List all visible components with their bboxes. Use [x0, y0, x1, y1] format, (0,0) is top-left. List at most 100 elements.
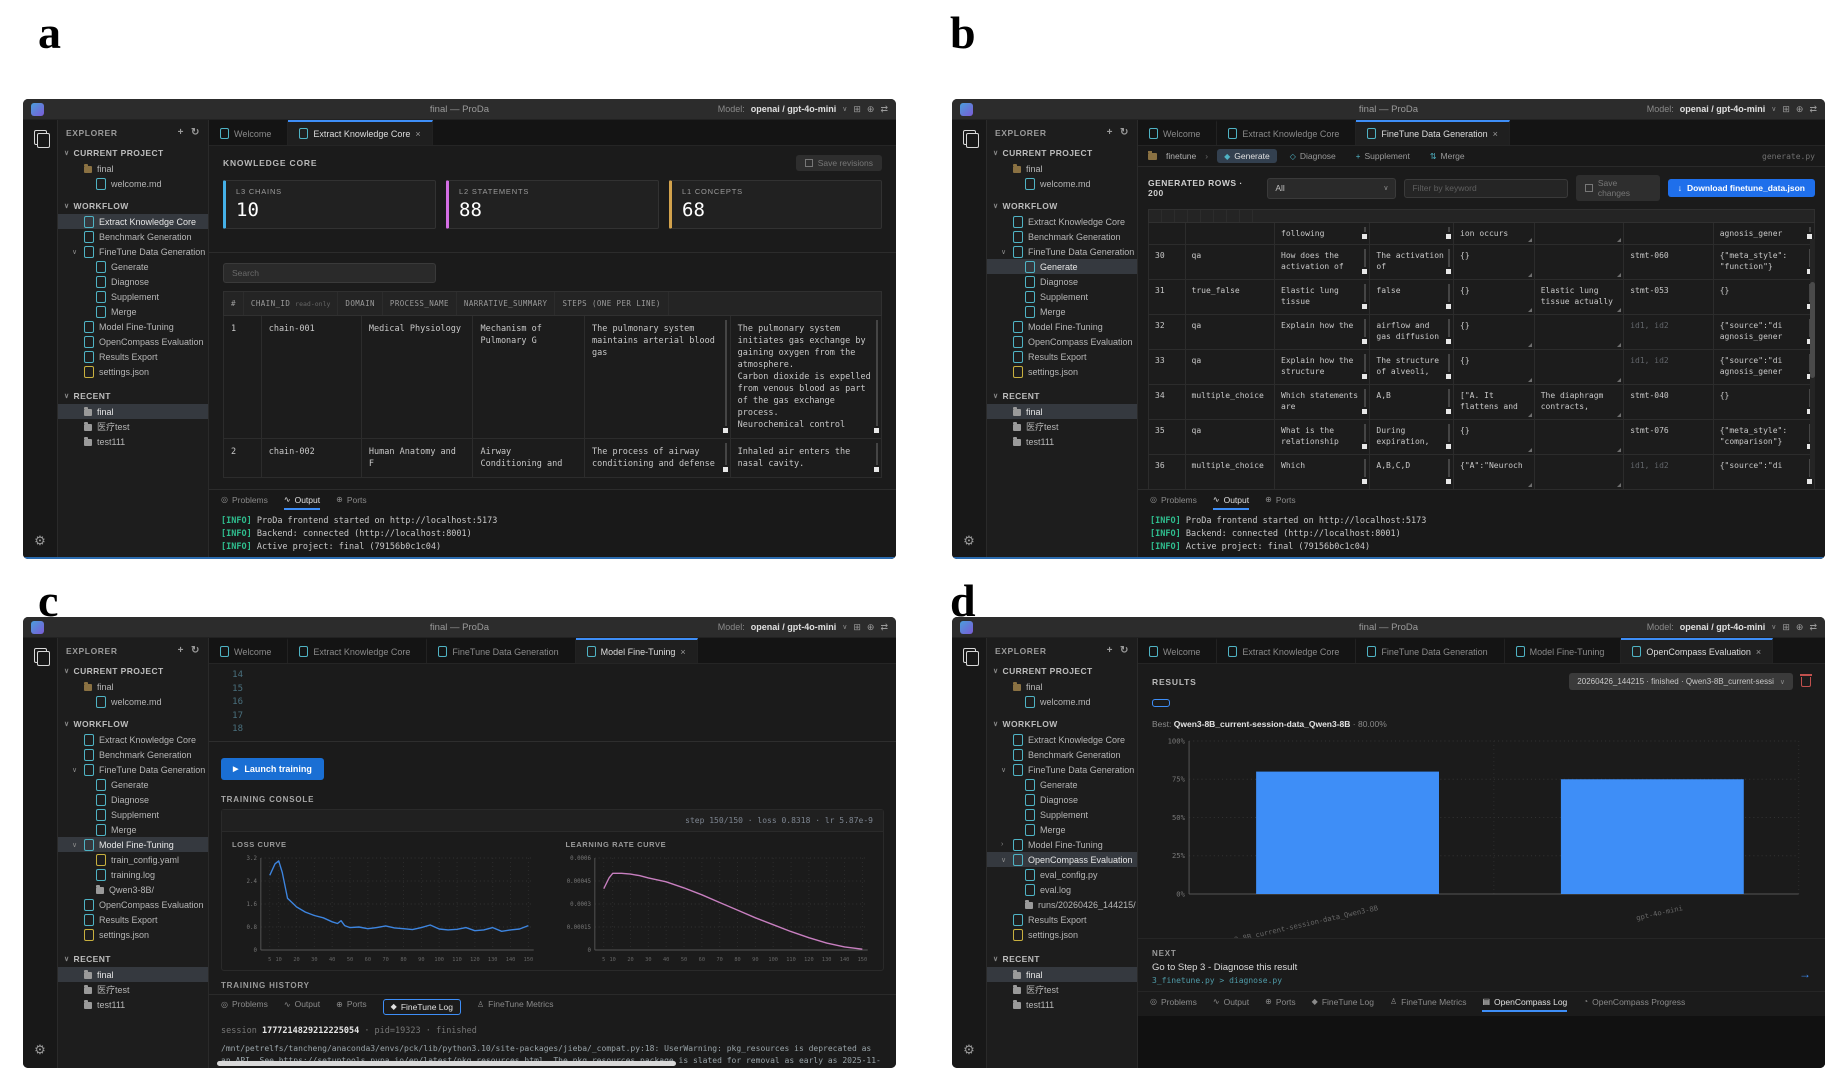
vertical-scrollbar[interactable] [1810, 239, 1815, 479]
type-filter-select[interactable]: All ∨ [1267, 177, 1397, 199]
sidebar-item[interactable]: Merge [58, 304, 208, 319]
cell-scroll-handle[interactable] [1446, 444, 1452, 449]
close-icon[interactable]: × [680, 646, 686, 657]
cell-scrollbar[interactable] [1364, 389, 1367, 407]
console-tab[interactable]: ◆ FineTune Log [1311, 996, 1374, 1007]
editor-tab[interactable]: Welcome [209, 638, 289, 663]
section-recent[interactable]: ∨ RECENT [993, 954, 1040, 964]
sidebar-item[interactable]: ∨ FineTune Data Generation [1001, 245, 1135, 258]
cell-scroll-handle[interactable] [1807, 409, 1812, 414]
sidebar-item[interactable]: final [58, 679, 208, 694]
sidebar-item[interactable]: test111 [987, 434, 1137, 449]
cell-scroll-handle[interactable] [1807, 269, 1812, 274]
editor-tab[interactable]: FineTune Data Generation [427, 638, 576, 663]
cell-scrollbar[interactable] [875, 443, 878, 465]
horizontal-scrollbar[interactable] [217, 1061, 676, 1066]
cell-scrollbar[interactable] [1448, 319, 1451, 337]
cell-scrollbar[interactable] [1448, 459, 1451, 477]
next-step-text[interactable]: Go to Step 3 - Diagnose this result [1152, 962, 1298, 973]
cell-scroll-handle[interactable] [1446, 479, 1452, 484]
section-recent[interactable]: ∨ RECENT [64, 391, 111, 401]
sidebar-item[interactable]: Extract Knowledge Core [987, 214, 1137, 229]
sidebar-item[interactable]: train_config.yaml [58, 852, 208, 867]
sidebar-item[interactable]: Results Export [58, 912, 208, 927]
cell-scroll-handle[interactable] [722, 467, 728, 472]
sidebar-item[interactable]: 医疗test [58, 419, 208, 434]
cell-scroll-handle[interactable] [1446, 339, 1452, 344]
add-icon[interactable]: ⊕ [866, 103, 875, 114]
sidebar-item[interactable]: Generate [987, 259, 1137, 274]
sidebar-item[interactable]: final [58, 967, 208, 982]
sidebar-item[interactable]: OpenCompass Evaluation [58, 334, 208, 349]
cell-scroll-handle[interactable] [1446, 374, 1452, 379]
cell-scrollbar[interactable] [1364, 284, 1367, 302]
close-icon[interactable]: × [1492, 128, 1498, 139]
console-tab[interactable]: ∿ Output [1212, 996, 1250, 1007]
console-tab[interactable]: ⊕ Ports [336, 494, 367, 505]
console-tab[interactable]: ⊕ Ports [1265, 996, 1296, 1007]
new-file-icon[interactable]: + [1106, 127, 1114, 138]
gear-icon[interactable]: ⚙ [963, 1042, 975, 1057]
files-icon[interactable] [962, 648, 979, 666]
go-to-diagnose-icon[interactable]: → [1799, 966, 1811, 981]
editor-tab[interactable]: Extract Knowledge Core × [288, 120, 433, 145]
sidebar-item[interactable]: Benchmark Generation [58, 747, 208, 762]
console-tab[interactable]: ◎ Problems [221, 494, 268, 505]
section-current-project[interactable]: ∨ CURRENT PROJECT [64, 666, 164, 676]
sidebar-item[interactable]: ∨ FineTune Data Generation [72, 245, 206, 258]
model-selector[interactable]: openai / gpt-4o-mini [750, 104, 837, 114]
sidebar-item[interactable]: eval_config.py [987, 867, 1137, 882]
sidebar-item[interactable]: Supplement [58, 289, 208, 304]
sidebar-item[interactable]: Diagnose [987, 274, 1137, 289]
sidebar-item[interactable]: Model Fine-Tuning [58, 319, 208, 334]
sidebar-item[interactable]: Results Export [987, 912, 1137, 927]
sidebar-item[interactable]: Merge [58, 822, 208, 837]
section-workflow[interactable]: ∨ WORKFLOW [993, 719, 1058, 729]
editor-tab[interactable]: Welcome [1138, 638, 1218, 663]
sidebar-item[interactable]: OpenCompass Evaluation [987, 334, 1137, 349]
refresh-icon[interactable]: ↻ [1120, 127, 1129, 138]
sidebar-item[interactable]: final [987, 404, 1137, 419]
cell-scrollbar[interactable] [1364, 227, 1367, 232]
layout-icon[interactable]: ⊞ [853, 103, 861, 114]
cell-scrollbar[interactable] [1448, 424, 1451, 442]
sidebar-item[interactable]: Benchmark Generation [987, 747, 1137, 762]
console-tab[interactable]: ▤ OpenCompass Log [1482, 997, 1568, 1012]
console-tab[interactable]: ∿ Output [283, 999, 321, 1009]
workflow-step[interactable]: ⇅ Merge [1429, 151, 1465, 161]
sidebar-item[interactable]: Merge [987, 304, 1137, 319]
search-input[interactable] [223, 263, 436, 283]
sidebar-item[interactable]: 医疗test [58, 982, 208, 997]
sidebar-item[interactable]: Supplement [987, 289, 1137, 304]
switch-icon[interactable]: ⇄ [1809, 103, 1817, 114]
cell-scrollbar[interactable] [1448, 389, 1451, 407]
trash-icon[interactable] [1800, 673, 1812, 687]
sidebar-item[interactable]: 医疗test [987, 982, 1137, 997]
close-icon[interactable]: × [1755, 646, 1762, 657]
cell-scrollbar[interactable] [1364, 424, 1367, 442]
editor-tab[interactable]: Welcome [209, 120, 289, 145]
cell-scrollbar[interactable] [1364, 459, 1367, 477]
console-tab[interactable]: ∿ Output [283, 495, 321, 510]
sidebar-item[interactable]: Model Fine-Tuning [987, 319, 1137, 334]
console-tab[interactable]: ∿ Output [1212, 495, 1250, 510]
cell-scroll-handle[interactable] [1446, 269, 1452, 274]
console-tab[interactable]: ◎ Problems [1150, 996, 1197, 1007]
cell-scrollbar[interactable] [1364, 319, 1367, 337]
cell-scroll-handle[interactable] [1807, 339, 1812, 344]
model-selector[interactable]: openai / gpt-4o-mini [750, 622, 837, 632]
section-workflow[interactable]: ∨ WORKFLOW [64, 201, 129, 211]
cell-scroll-handle[interactable] [1807, 374, 1812, 379]
table-row[interactable]: 34 multiple_choice Which statements are … [1148, 385, 1815, 420]
launch-training-button[interactable]: ▶ Launch training [221, 757, 324, 780]
download-json-button[interactable]: ↓ Download finetune_data.json [1667, 179, 1815, 197]
sidebar-item[interactable]: OpenCompass Evaluation [58, 897, 208, 912]
add-icon[interactable]: ⊕ [866, 621, 875, 632]
sidebar-item[interactable]: settings.json [987, 927, 1137, 942]
table-row[interactable]: 2 chain-002 Human Anatomy and F Airway C… [223, 439, 882, 478]
sidebar-item[interactable]: ∨ OpenCompass Evaluation [987, 852, 1137, 867]
sidebar-item[interactable]: Results Export [987, 349, 1137, 364]
sidebar-item[interactable]: Extract Knowledge Core [58, 214, 208, 229]
files-icon[interactable] [33, 130, 50, 148]
save-revisions-button[interactable]: Save revisions [795, 155, 882, 171]
